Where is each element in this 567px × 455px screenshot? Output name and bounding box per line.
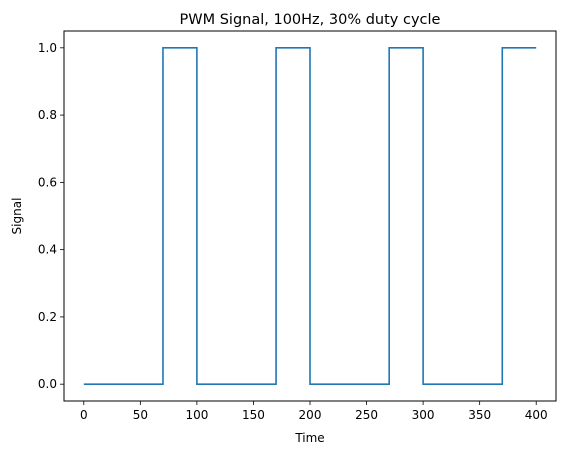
x-tick-label: 150 (242, 408, 265, 422)
x-tick-label: 400 (525, 408, 548, 422)
axes-frame (63, 30, 557, 402)
y-tick-label: 0.2 (38, 310, 57, 324)
x-tick-label: 300 (412, 408, 435, 422)
y-axis-label: Signal (10, 198, 24, 235)
pwm-signal-line (83, 47, 537, 385)
y-tick-label: 0.8 (38, 108, 57, 122)
plot-area: 0 50 100 150 200 250 300 350 400 0.0 0.2 0.4 0.6 0.8 1… (38, 41, 548, 422)
y-tick-label: 0.4 (38, 243, 57, 257)
chart-title: PWM Signal, 100Hz, 30% duty cycle (180, 12, 441, 28)
x-axis-label: Time (294, 431, 324, 445)
y-tick-label: 0.0 (38, 377, 57, 391)
x-tick-label: 50 (133, 408, 148, 422)
x-tick-label: 0 (80, 408, 88, 422)
x-tick-label: 200 (299, 408, 322, 422)
x-tick-label: 250 (355, 408, 378, 422)
x-tick-label: 100 (185, 408, 208, 422)
y-tick-label: 1.0 (38, 41, 57, 55)
y-tick-label: 0.6 (38, 175, 57, 189)
x-tick-label: 350 (468, 408, 491, 422)
